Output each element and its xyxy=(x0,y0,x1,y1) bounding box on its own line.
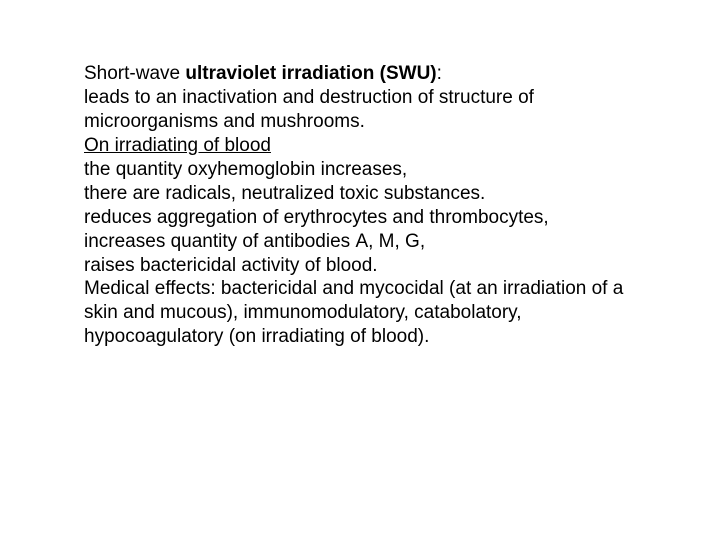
line-text: increases quantity of antibodies А, M, G… xyxy=(84,230,654,254)
underlined-text: On irradiating of blood xyxy=(84,135,271,156)
document-content: Short-wave ultraviolet irradiation (SWU)… xyxy=(84,62,654,349)
line-text: Medical effects: bactericidal and mycoci… xyxy=(84,277,654,349)
line-text: reduces aggregation of erythrocytes and … xyxy=(84,206,654,230)
title-suffix: : xyxy=(437,63,442,84)
title-line: Short-wave ultraviolet irradiation (SWU)… xyxy=(84,62,654,86)
line-underlined: On irradiating of blood xyxy=(84,134,654,158)
line-text: raises bactericidal activity of blood. xyxy=(84,254,654,278)
line-text: the quantity oxyhemoglobin increases, xyxy=(84,158,654,182)
line-text: leads to an inactivation and destruction… xyxy=(84,86,654,134)
title-prefix: Short-wave xyxy=(84,63,185,84)
title-bold: ultraviolet irradiation (SWU) xyxy=(185,63,436,84)
line-text: there are radicals, neutralized toxic su… xyxy=(84,182,654,206)
